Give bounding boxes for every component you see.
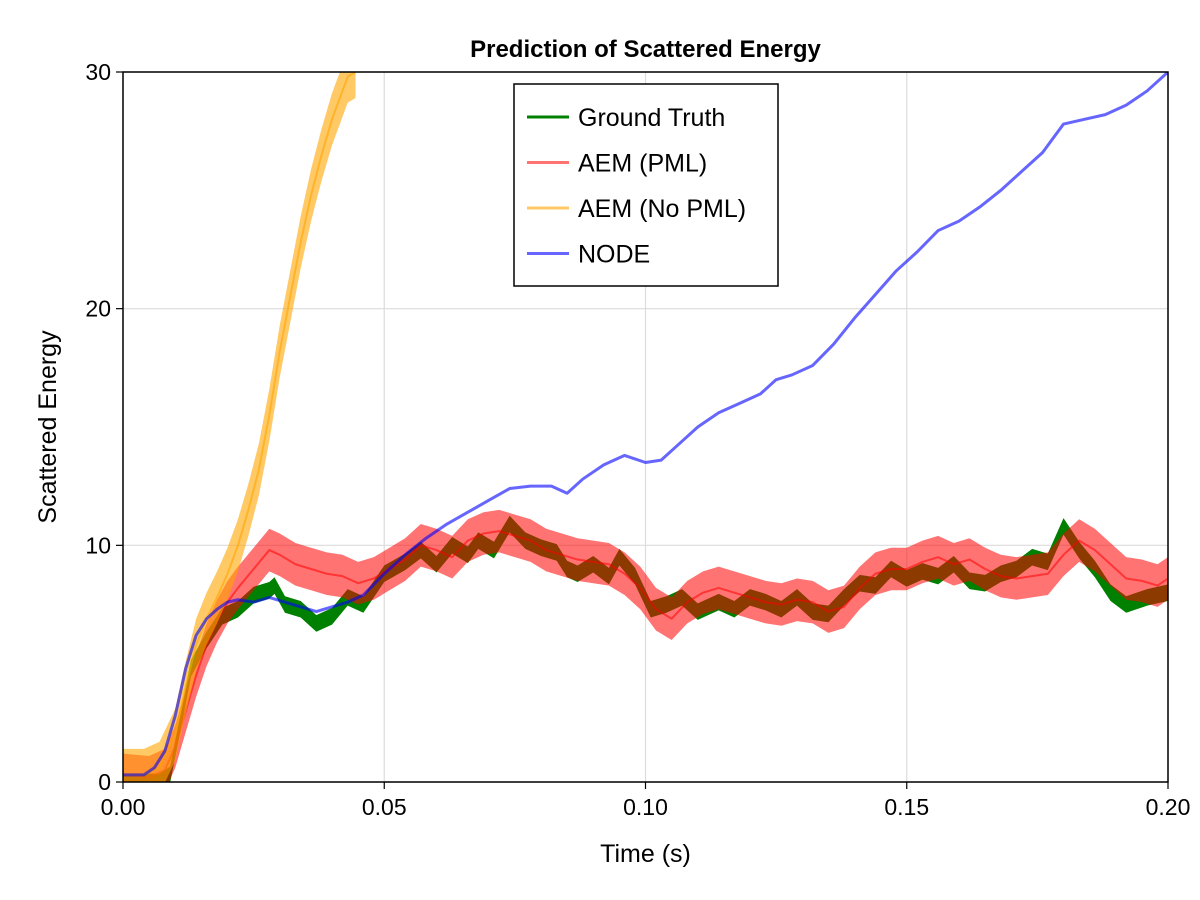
x-tick-label: 0.10 [623,794,668,820]
y-tick-label: 0 [98,769,111,795]
series-line-node [123,72,1168,777]
series-band-aem-pml [123,509,1168,782]
y-axis-label: Scattered Energy [34,330,62,524]
legend-label-aem-pml: AEM (PML) [578,150,707,178]
x-tick-label: 0.20 [1146,794,1191,820]
legend-label-ground-truth: Ground Truth [578,104,725,132]
chart-title: Prediction of Scattered Energy [470,36,821,63]
legend-label-aem-no-pml: AEM (No PML) [578,195,746,223]
series-aem-pml [123,509,1168,782]
legend-label-node: NODE [578,241,650,269]
y-tick-label: 10 [85,532,111,558]
series-line-aem-no-pml [123,72,357,776]
series-line-aem-pml [123,530,1168,779]
series-aem-no-pml [123,72,357,782]
series-node [123,72,1168,777]
series-band-aem-no-pml [123,72,356,782]
y-tick-label: 20 [85,296,111,322]
legend: Ground Truth AEM (PML) AEM (No PML) NODE [513,83,779,287]
y-axis: 0 10 20 30 [85,59,123,795]
x-tick-label: 0.05 [362,794,407,820]
x-tick-label: 0.00 [101,794,146,820]
series-layer [123,72,1168,782]
x-axis: 0.00 0.05 0.10 0.15 0.20 [101,782,1191,820]
x-tick-label: 0.15 [884,794,929,820]
x-axis-label: Time (s) [600,840,691,868]
y-tick-label: 30 [85,59,111,85]
